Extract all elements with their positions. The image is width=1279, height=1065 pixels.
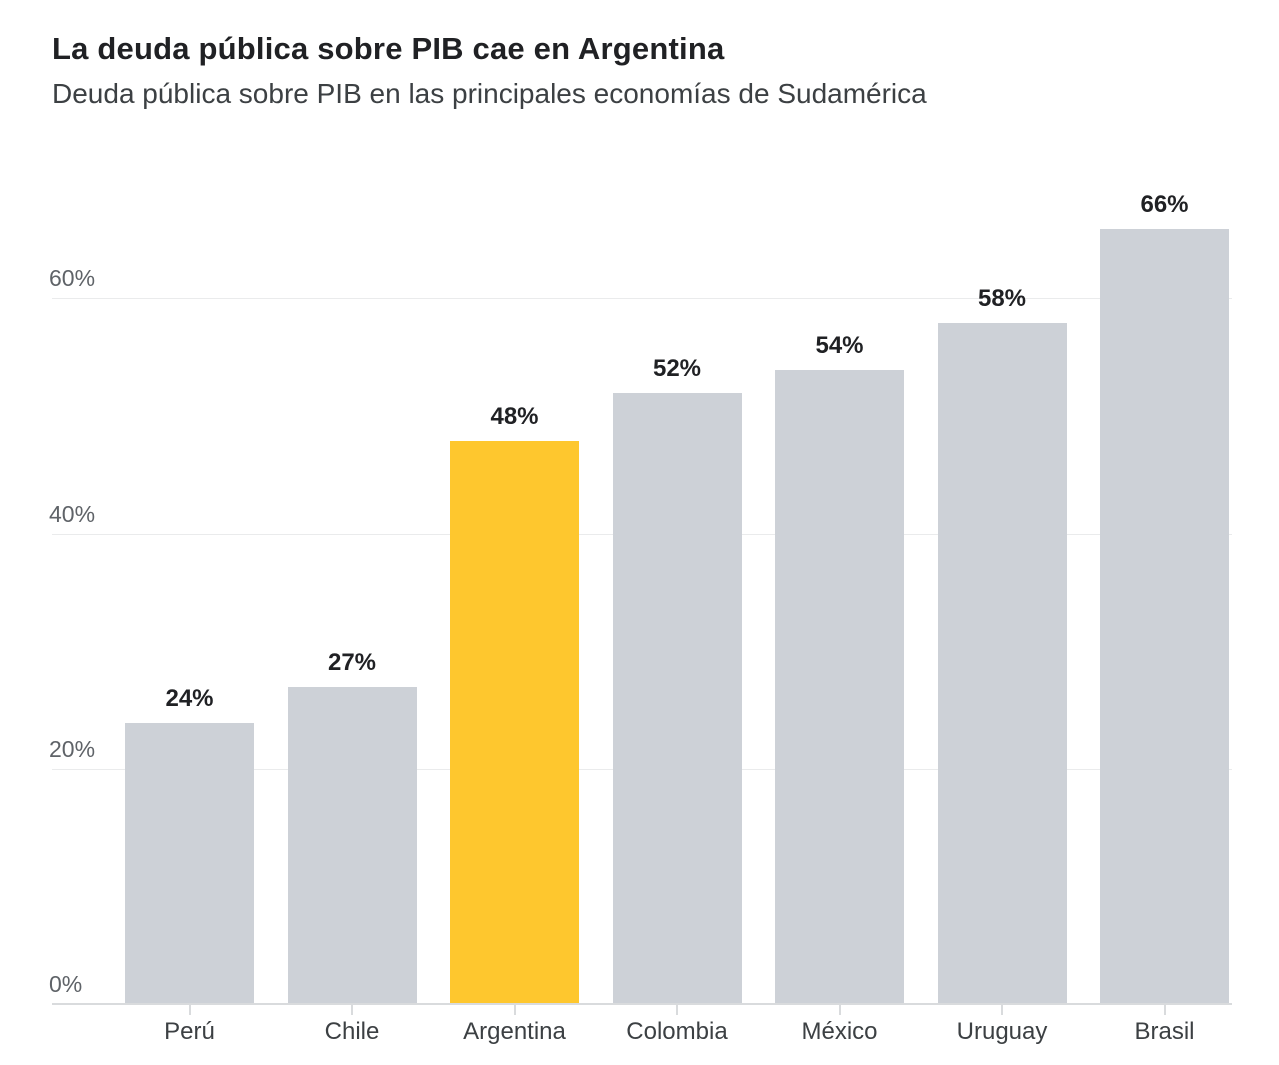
- bar-value-label-uruguay: 58%: [977, 284, 1027, 312]
- x-category-label-chile: Chile: [324, 1018, 380, 1045]
- bar-chart-plot-area: 0% 20% 40% 60% 24% 27% 48% 52% 54% 58% 66%: [49, 170, 1232, 1015]
- bar-chile: [287, 687, 417, 1005]
- x-axis-tick-argentina: [513, 1005, 516, 1015]
- x-axis-tick-chile: [351, 1005, 353, 1015]
- y-tick-label-60: 60%: [49, 265, 96, 292]
- bar-méxico: [775, 369, 904, 1005]
- bar-argentina-highlighted: [450, 440, 579, 1005]
- x-category-label-perú: Perú: [164, 1018, 215, 1045]
- x-axis-tick-colombia: [676, 1005, 678, 1015]
- x-axis-labels: Perú Chile Argentina Colombia México Uruguay B…: [52, 1018, 1232, 1054]
- bar-uruguay: [937, 322, 1067, 1005]
- gridline-60: [52, 298, 1232, 300]
- bar-value-label-colombia: 52%: [652, 355, 702, 383]
- x-axis-tick-brasil: [1163, 1005, 1166, 1015]
- chart-header: La deuda pública sobre PIB cae en Argent…: [52, 30, 1232, 113]
- x-category-label-colombia: Colombia: [626, 1018, 728, 1045]
- bar-perú: [125, 722, 254, 1005]
- chart-subtitle: Deuda pública sobre PIB en las principal…: [52, 78, 927, 110]
- y-tick-label-20: 20%: [49, 735, 96, 762]
- x-axis-tick-perú: [188, 1005, 191, 1015]
- y-tick-label-40: 40%: [49, 500, 96, 527]
- x-category-label-uruguay: Uruguay: [956, 1018, 1048, 1045]
- x-axis-tick-uruguay: [1001, 1005, 1003, 1015]
- bar-colombia: [612, 393, 742, 1005]
- bar-value-label-méxico: 54%: [815, 331, 864, 359]
- x-category-label-méxico: México: [801, 1018, 878, 1045]
- x-axis-line: [52, 1003, 1232, 1005]
- bar-value-label-chile: 27%: [327, 649, 377, 677]
- bar-value-label-brasil: 66%: [1140, 190, 1189, 218]
- bar-value-label-perú: 24%: [165, 684, 214, 712]
- bar-brasil: [1100, 228, 1229, 1005]
- y-tick-label-0: 0%: [49, 971, 83, 997]
- x-category-label-argentina: Argentina: [463, 1018, 566, 1045]
- chart-title: La deuda pública sobre PIB cae en Argent…: [52, 31, 725, 66]
- x-axis-tick-méxico: [838, 1005, 841, 1015]
- bar-value-label-argentina: 48%: [490, 402, 539, 430]
- x-category-label-brasil: Brasil: [1134, 1018, 1195, 1045]
